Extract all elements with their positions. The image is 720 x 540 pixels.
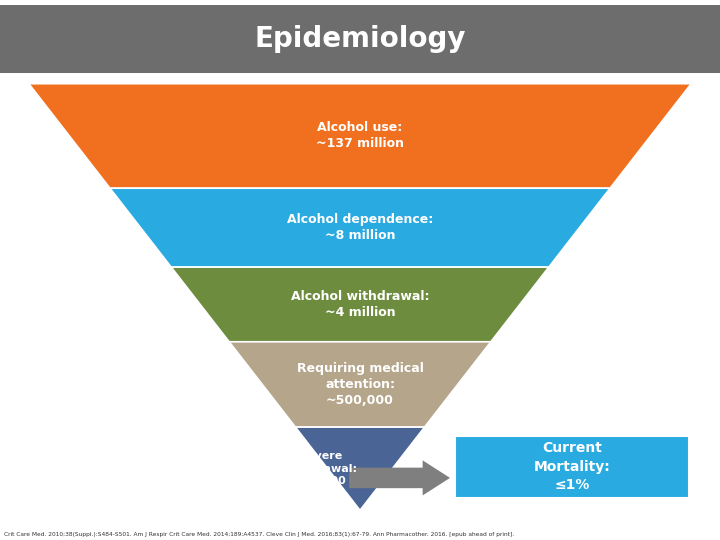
- Text: Alcohol withdrawal:
~4 million: Alcohol withdrawal: ~4 million: [291, 290, 429, 319]
- Bar: [455, 436, 689, 498]
- Text: Severe
withdrawal:
~80,000: Severe withdrawal: ~80,000: [284, 451, 357, 486]
- Polygon shape: [229, 342, 491, 427]
- Bar: [0, 5, 720, 73]
- Text: Requiring medical
attention:
~500,000: Requiring medical attention: ~500,000: [297, 362, 423, 407]
- Polygon shape: [349, 460, 450, 496]
- Polygon shape: [295, 427, 425, 510]
- Polygon shape: [171, 267, 549, 342]
- Text: Crit Care Med. 2010;38(Suppl.):S484-S501. Am J Respir Crit Care Med. 2014;189:A4: Crit Care Med. 2010;38(Suppl.):S484-S501…: [4, 532, 514, 537]
- Text: Current
Mortality:
≤1%: Current Mortality: ≤1%: [534, 441, 611, 492]
- Text: Epidemiology: Epidemiology: [254, 25, 466, 53]
- Text: Alcohol dependence:
~8 million: Alcohol dependence: ~8 million: [287, 213, 433, 242]
- Text: Alcohol use:
~137 million: Alcohol use: ~137 million: [316, 122, 404, 151]
- Polygon shape: [29, 84, 691, 188]
- Polygon shape: [110, 188, 610, 267]
